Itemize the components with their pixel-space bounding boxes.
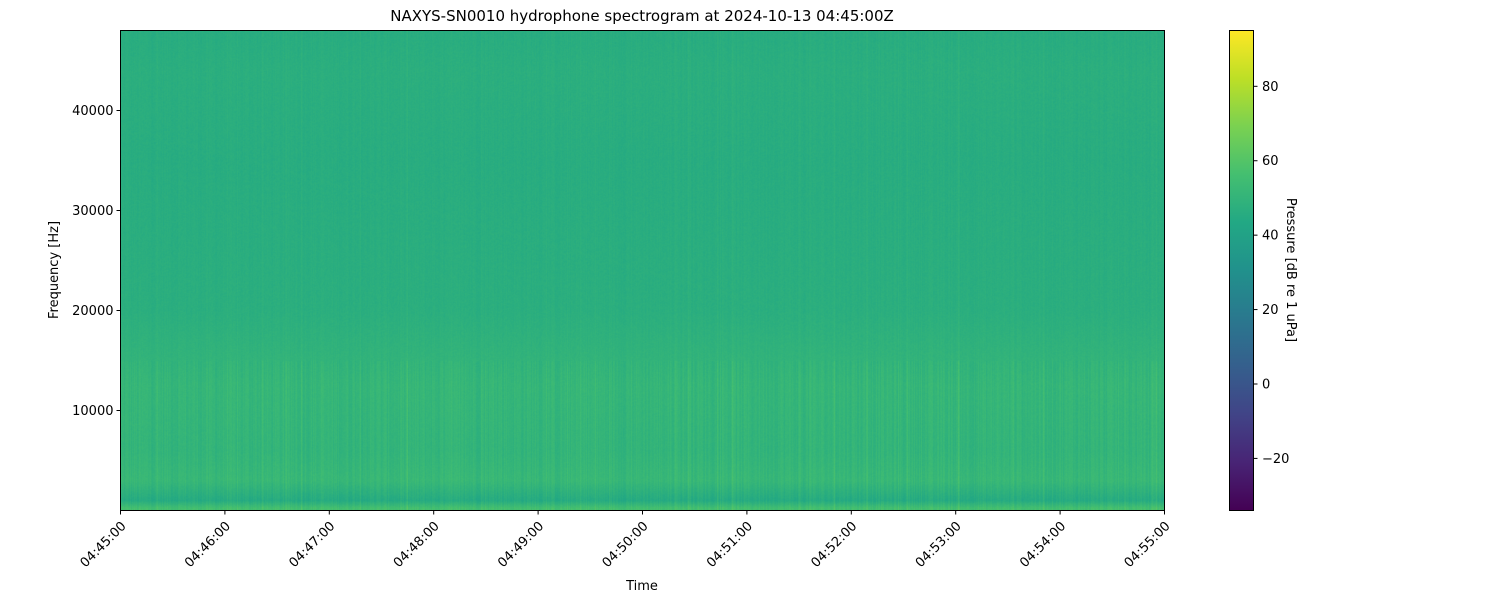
- x-tick-label: 04:49:00: [495, 519, 547, 571]
- y-axis: 10000 20000 30000 40000: [72, 104, 121, 419]
- x-tick-label: 04:45:00: [78, 519, 130, 571]
- x-tick-label: 04:55:00: [1122, 519, 1174, 571]
- colorbar-tick-label: 40: [1262, 229, 1279, 244]
- x-tick-label: 04:47:00: [286, 519, 338, 571]
- x-tick-label: 04:53:00: [913, 519, 965, 571]
- y-tick-label: 30000: [72, 204, 113, 219]
- spectrogram-image: [121, 31, 1164, 510]
- x-tick-label: 04:46:00: [182, 519, 234, 571]
- x-tick-label: 04:51:00: [704, 519, 756, 571]
- y-axis-label: Frequency [Hz]: [47, 221, 62, 319]
- colorbar-tick-label: 80: [1262, 80, 1279, 95]
- plot-frame: [120, 30, 1165, 511]
- y-tick-label: 40000: [72, 104, 113, 119]
- y-tick-label: 10000: [72, 404, 113, 419]
- x-tick-label: 04:54:00: [1017, 519, 1069, 571]
- x-tick-label: 04:52:00: [808, 519, 860, 571]
- colorbar-label: Pressure [dB re 1 uPa]: [1283, 198, 1298, 342]
- colorbar: [1229, 30, 1254, 511]
- colorbar-tick-label: 20: [1262, 303, 1279, 318]
- x-axis: 04:45:00 04:46:00 04:47:00 04:48:00 04:49:00…: [78, 510, 1174, 571]
- colorbar-axis: −20 0 20 40 60 80: [1253, 80, 1289, 467]
- x-tick-label: 04:50:00: [600, 519, 652, 571]
- x-axis-label: Time: [625, 579, 658, 594]
- y-tick-label: 20000: [72, 304, 113, 319]
- chart-title: NAXYS-SN0010 hydrophone spectrogram at 2…: [390, 7, 894, 25]
- x-tick-label: 04:48:00: [391, 519, 443, 571]
- colorbar-tick-label: 60: [1262, 154, 1279, 169]
- colorbar-tick-label: 0: [1262, 377, 1270, 392]
- colorbar-tick-label: −20: [1262, 452, 1289, 467]
